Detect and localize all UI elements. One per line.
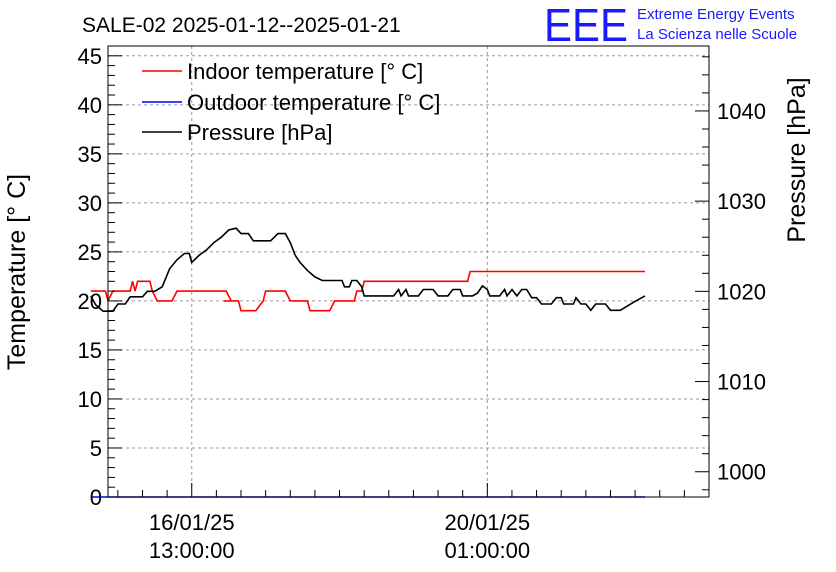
x-tick-label-time: 13:00:00 <box>149 538 235 563</box>
y-tick-label: 0 <box>90 485 102 510</box>
logo-letters: EEE <box>544 0 628 51</box>
legend-label-outdoor: Outdoor temperature [° C] <box>187 90 440 115</box>
logo-line-1: Extreme Energy Events <box>637 6 795 23</box>
y2-tick-label: 1030 <box>717 189 766 214</box>
legend: Indoor temperature [° C] Outdoor tempera… <box>142 59 440 145</box>
y2-tick-label: 1000 <box>717 460 766 485</box>
eee-logo: EEE Extreme Energy Events La Scienza nel… <box>544 0 797 51</box>
series-indoor-temperature <box>90 270 645 312</box>
y-tick-label: 40 <box>78 93 102 118</box>
y-tick-label: 45 <box>78 44 102 69</box>
x-tick-label-date: 20/01/25 <box>444 510 530 535</box>
y-tick-label: 30 <box>78 191 102 216</box>
y2-tick-label: 1040 <box>717 99 766 124</box>
y-tick-label: 25 <box>78 240 102 265</box>
grid <box>108 46 709 497</box>
y-tick-label: 5 <box>90 436 102 461</box>
y-tick-label: 35 <box>78 142 102 167</box>
y2-axis-title: Pressure [hPa] <box>783 77 811 242</box>
y-tick-label: 15 <box>78 338 102 363</box>
legend-label-indoor: Indoor temperature [° C] <box>187 59 423 84</box>
y-axis-title: Temperature [° C] <box>3 174 31 370</box>
y-tick-label: 20 <box>78 289 102 314</box>
series-pressure <box>90 227 646 313</box>
chart-title: SALE-02 2025-01-12--2025-01-21 <box>82 14 401 37</box>
logo-line-2: La Scienza nelle Scuole <box>637 26 797 43</box>
x-tick-label-time: 01:00:00 <box>444 538 530 563</box>
axis-ticks: 0 5 10 15 20 25 30 35 40 45 1000 1010 1020 1030 1040 16… <box>78 44 766 563</box>
x-tick-label-date: 16/01/25 <box>149 510 235 535</box>
legend-label-pressure: Pressure [hPa] <box>187 120 333 145</box>
y2-tick-label: 1010 <box>717 370 766 395</box>
y2-tick-label: 1020 <box>717 279 766 304</box>
y-tick-label: 10 <box>78 387 102 412</box>
